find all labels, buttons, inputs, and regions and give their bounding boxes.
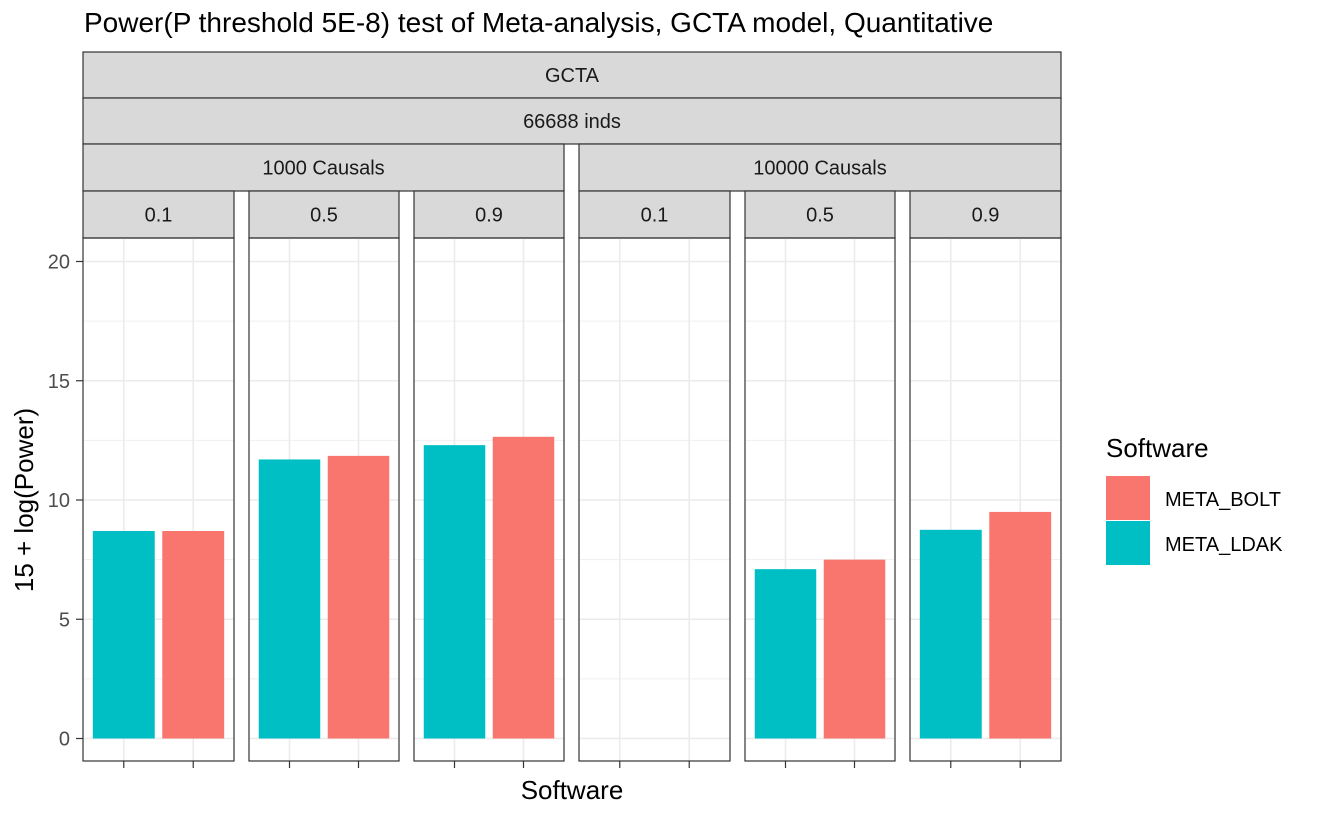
- strip-h2-box: [578, 190, 731, 239]
- bar-meta-ldak: [919, 529, 982, 739]
- bar-meta-bolt: [327, 455, 390, 739]
- x-axis: [123, 761, 1021, 768]
- strip-causals-label: 10000 Causals: [753, 158, 886, 180]
- legend-title: Software: [1106, 433, 1209, 463]
- strip-h2-label: 0.9: [972, 205, 1000, 227]
- strip-h2-label: 0.5: [310, 205, 338, 227]
- y-tick-label: 0: [59, 729, 70, 751]
- bar-meta-ldak: [258, 459, 321, 739]
- strip-h2-box: [909, 190, 1062, 239]
- y-tick-label: 15: [48, 371, 70, 393]
- y-tick-label: 20: [48, 252, 70, 274]
- legend-label-meta-ldak: META_LDAK: [1165, 534, 1283, 556]
- strip-h2-label: 0.1: [641, 205, 669, 227]
- bar-meta-ldak: [92, 531, 155, 739]
- y-tick-label: 10: [48, 490, 70, 512]
- bar-meta-ldak: [754, 569, 817, 739]
- bar-meta-bolt: [989, 511, 1052, 739]
- strip-causals-box: [82, 143, 565, 192]
- strip-inds-label: 66688 inds: [523, 111, 621, 133]
- strip-causals-label: 1000 Causals: [262, 158, 384, 180]
- bar-meta-bolt: [823, 559, 886, 739]
- strip-inds-box: [82, 97, 1062, 145]
- facet-strips: GCTA 66688 inds 1000 Causals 10000 Causals 0…: [82, 51, 1062, 239]
- legend: Software META_BOLT META_LDAK: [1106, 433, 1283, 565]
- y-axis-title: 15 + log(Power): [9, 408, 39, 592]
- strip-h2-box: [248, 190, 400, 239]
- legend-label-meta-bolt: META_BOLT: [1165, 489, 1281, 511]
- strip-h2-label: 0.1: [145, 205, 173, 227]
- bar-meta-ldak: [423, 445, 486, 739]
- panel-border: [909, 237, 1062, 762]
- bar-meta-bolt: [162, 531, 225, 739]
- bar-meta-bolt: [492, 436, 555, 739]
- y-tick-label: 5: [59, 609, 70, 631]
- chart-title: Power(P threshold 5E-8) test of Meta-ana…: [84, 7, 993, 38]
- strip-model-box: [82, 51, 1062, 99]
- strip-causals-box: [578, 143, 1062, 192]
- strip-model-label: GCTA: [545, 65, 600, 87]
- x-axis-title: Software: [521, 775, 624, 805]
- panel-border: [248, 237, 400, 762]
- strip-h2-label: 0.5: [806, 205, 834, 227]
- legend-key-meta-ldak: [1106, 521, 1150, 565]
- strip-h2-label: 0.9: [475, 205, 503, 227]
- panel-border: [578, 237, 731, 762]
- panel-border: [744, 237, 896, 762]
- facet-panels: [82, 237, 1062, 762]
- legend-key-meta-bolt: [1106, 476, 1150, 520]
- y-axis: 0 5 10 15 20: [48, 252, 83, 751]
- panel-border: [413, 237, 565, 762]
